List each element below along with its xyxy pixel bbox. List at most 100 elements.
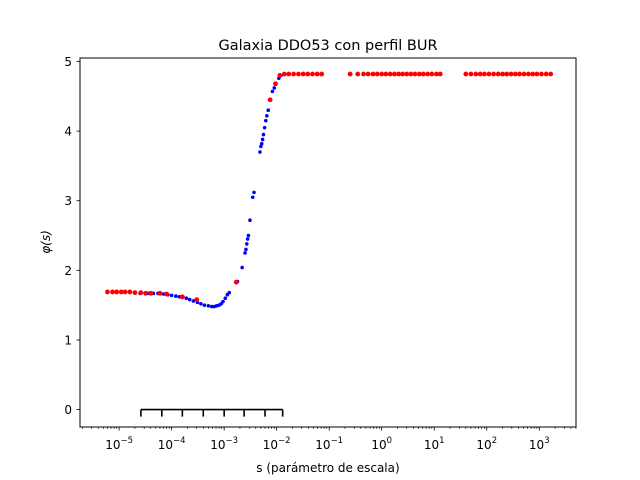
red-data-point [539, 71, 544, 77]
red-data-point [273, 81, 278, 87]
red-data-point [434, 71, 439, 77]
red-data-point [425, 71, 431, 77]
blue-data-point [243, 251, 247, 255]
blue-data-point [244, 247, 248, 252]
red-data-point [412, 71, 418, 77]
y-tick-label: 5 [64, 55, 72, 69]
red-data-point [138, 290, 144, 296]
red-data-point [296, 71, 301, 77]
blue-data-point [202, 303, 207, 307]
red-data-point [122, 289, 128, 295]
red-data-point [548, 71, 554, 77]
red-data-point [179, 294, 185, 300]
red-data-point [429, 71, 435, 77]
red-data-point [495, 71, 501, 77]
red-data-point [508, 71, 514, 77]
red-data-point [300, 71, 306, 77]
blue-data-point [223, 296, 228, 301]
blue-data-point [258, 150, 262, 154]
blue-data-point [199, 301, 203, 306]
red-data-point [310, 71, 315, 77]
red-data-point [281, 71, 287, 77]
blue-data-point [261, 132, 266, 137]
red-data-point [110, 289, 115, 295]
red-data-point [530, 71, 536, 77]
red-data-point [355, 71, 361, 77]
red-data-point [481, 71, 487, 77]
blue-data-point [240, 265, 244, 270]
red-data-point [521, 71, 527, 77]
blue-data-point [245, 242, 249, 246]
blue-data-point [169, 293, 174, 298]
blue-data-point [262, 125, 267, 130]
red-data-point [500, 71, 505, 77]
y-tick-label: 3 [64, 194, 72, 208]
red-data-point [387, 71, 393, 77]
red-data-point [491, 71, 497, 77]
y-tick-label: 1 [64, 333, 72, 347]
red-data-point [374, 71, 380, 77]
blue-data-point [259, 141, 264, 146]
blue-data-point [265, 113, 269, 118]
x-axis-label: s (parámetro de escala) [256, 461, 399, 475]
red-data-point [114, 289, 120, 295]
red-data-point [473, 71, 479, 77]
blue-data-point [272, 86, 277, 90]
blue-data-point [270, 89, 275, 94]
red-data-point [291, 71, 296, 77]
red-data-point [504, 71, 510, 77]
blue-data-point [206, 304, 211, 308]
blue-data-point [260, 137, 265, 142]
red-data-point [194, 297, 200, 302]
y-tick-label: 0 [64, 403, 72, 417]
red-data-point [517, 71, 522, 77]
x-tick-label: 10−3 [210, 436, 238, 452]
x-tick-label: 100 [371, 436, 392, 452]
red-data-point [164, 291, 169, 297]
y-tick-label: 4 [64, 125, 72, 139]
red-data-point [463, 71, 469, 77]
y-axis-label: φ(s) [39, 230, 53, 254]
red-data-point [437, 71, 443, 77]
x-tick-label: 10−4 [158, 436, 186, 452]
red-data-point [132, 290, 138, 296]
blue-data-point [248, 218, 252, 223]
blue-data-point [209, 304, 214, 309]
red-data-point [420, 71, 426, 77]
red-data-point [277, 73, 283, 78]
red-data-point [468, 71, 474, 77]
red-data-point [157, 290, 163, 296]
red-data-point [105, 289, 110, 295]
x-tick-label: 10−5 [105, 436, 133, 452]
red-data-point [233, 279, 239, 285]
red-data-point [347, 71, 353, 77]
red-data-point [477, 71, 483, 77]
blue-data-point [252, 190, 256, 195]
red-data-point [400, 71, 406, 77]
blue-data-point [187, 297, 192, 302]
red-data-point [392, 71, 397, 77]
red-data-point [486, 71, 492, 77]
blue-data-point [245, 237, 250, 241]
red-data-point [118, 289, 124, 295]
red-data-point [148, 290, 154, 296]
scale-bracket [140, 408, 284, 417]
x-tick-label: 103 [529, 436, 550, 452]
blue-data-point [259, 144, 263, 149]
red-data-point [143, 290, 149, 296]
chart-title: Galaxia DDO53 con perfil BUR [218, 38, 437, 54]
blue-data-point [263, 118, 268, 123]
blue-data-point [173, 294, 178, 298]
red-data-point [408, 71, 414, 77]
red-data-point [416, 71, 422, 77]
blue-data-point [191, 299, 196, 303]
x-tick-label: 102 [476, 436, 497, 452]
y-axis-ticks: 0 1 2 3 4 5 [64, 55, 80, 417]
y-tick-label: 2 [64, 264, 72, 278]
red-data-point [383, 71, 389, 77]
blue-data-point [250, 195, 255, 200]
blue-data-point [227, 290, 232, 295]
